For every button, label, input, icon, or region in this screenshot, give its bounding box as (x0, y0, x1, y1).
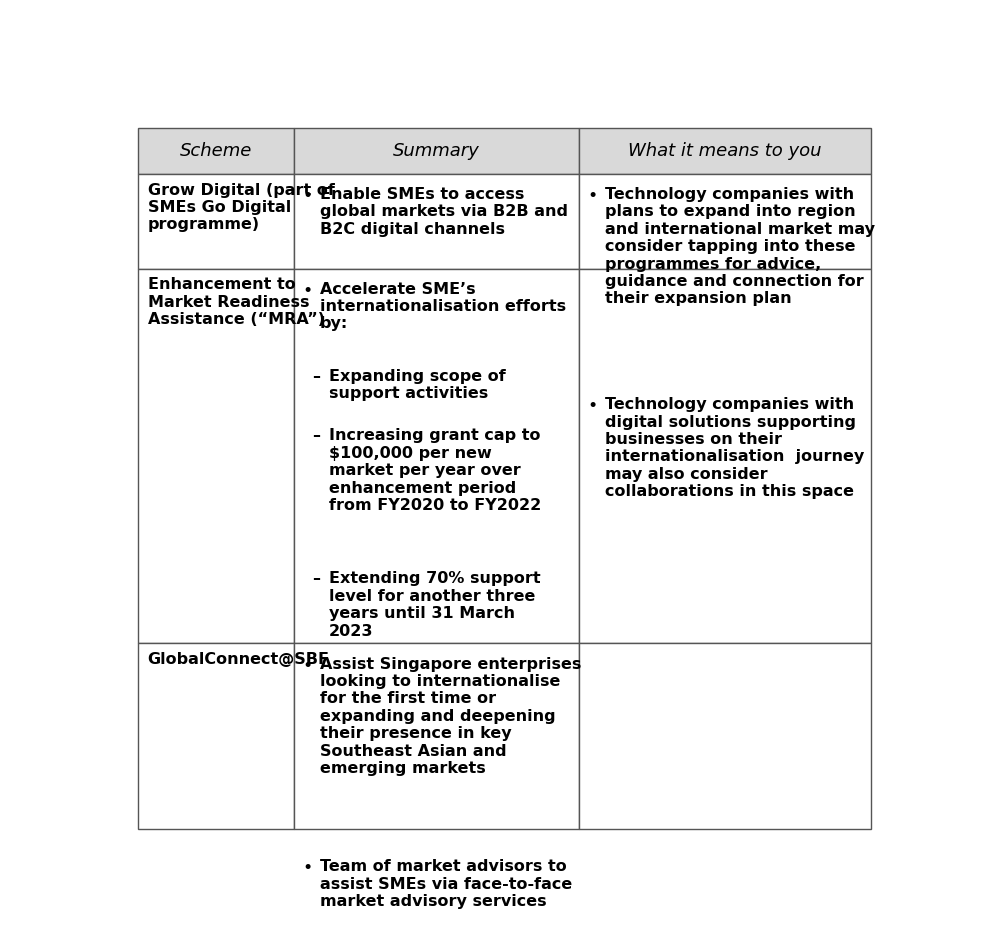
Text: –: – (312, 428, 320, 444)
Bar (295, 268, 579, 644)
Text: •: • (302, 187, 312, 205)
Text: –: – (312, 369, 320, 384)
Bar (579, 644, 872, 830)
Bar (138, 173, 295, 268)
Bar (579, 268, 872, 644)
Text: Technology companies with
plans to expand into region
and international market m: Technology companies with plans to expan… (605, 187, 875, 306)
Text: Scheme: Scheme (180, 142, 252, 160)
Text: •: • (302, 657, 312, 675)
Text: Enable SMEs to access
global markets via B2B and
B2C digital channels: Enable SMEs to access global markets via… (320, 187, 568, 237)
Bar (295, 644, 579, 830)
Bar (579, 128, 872, 173)
Text: Enhancement to
Market Readiness
Assistance (“MRA”): Enhancement to Market Readiness Assistan… (148, 277, 324, 327)
Text: Accelerate SME’s
internationalisation efforts
by:: Accelerate SME’s internationalisation ef… (320, 282, 566, 332)
Bar (295, 173, 579, 268)
Text: Technology companies with
digital solutions supporting
businesses on their
inter: Technology companies with digital soluti… (605, 397, 864, 500)
Bar (138, 644, 295, 830)
Bar (138, 128, 295, 173)
Text: •: • (302, 282, 312, 300)
Text: •: • (587, 397, 598, 415)
Text: Increasing grant cap to
$100,000 per new
market per year over
enhancement period: Increasing grant cap to $100,000 per new… (329, 428, 542, 513)
Bar (579, 173, 872, 268)
Text: •: • (587, 187, 598, 205)
Text: Extending 70% support
level for another three
years until 31 March
2023: Extending 70% support level for another … (329, 572, 541, 639)
Text: Team of market advisors to
assist SMEs via face-to-face
market advisory services: Team of market advisors to assist SMEs v… (320, 860, 572, 909)
Text: Expanding scope of
support activities: Expanding scope of support activities (329, 369, 506, 401)
Text: Grow Digital (part of
SMEs Go Digital
programme): Grow Digital (part of SMEs Go Digital pr… (148, 183, 335, 232)
Text: GlobalConnect@SBF: GlobalConnect@SBF (148, 652, 330, 667)
Bar (295, 128, 579, 173)
Text: Assist Singapore enterprises
looking to internationalise
for the first time or
e: Assist Singapore enterprises looking to … (320, 657, 581, 776)
Text: –: – (312, 572, 320, 587)
Bar (138, 268, 295, 644)
Text: What it means to you: What it means to you (628, 142, 821, 160)
Text: Summary: Summary (393, 142, 480, 160)
Text: •: • (302, 860, 312, 878)
